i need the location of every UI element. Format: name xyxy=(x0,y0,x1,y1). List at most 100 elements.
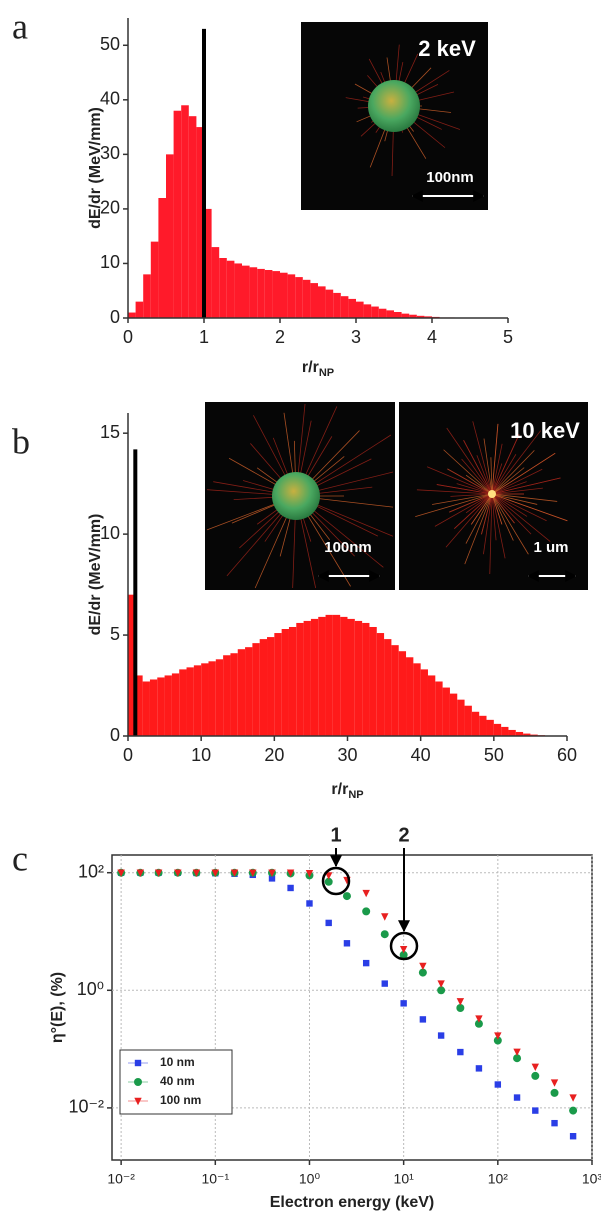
x-tick-label: 1 xyxy=(199,327,209,347)
inset-label: 2 keV xyxy=(418,36,476,61)
bar xyxy=(230,653,238,736)
point xyxy=(569,1133,577,1140)
bar xyxy=(245,647,253,736)
inset-ray xyxy=(491,452,556,495)
inset-ray xyxy=(483,493,493,555)
bar xyxy=(340,296,349,318)
bar xyxy=(188,116,197,318)
bar xyxy=(234,263,242,318)
hotspot xyxy=(488,490,496,498)
bar xyxy=(158,198,166,318)
point xyxy=(418,968,427,977)
bar xyxy=(264,270,273,318)
bar xyxy=(242,265,250,318)
y-axis-label: η°(E), (%) xyxy=(49,972,66,1043)
bar xyxy=(296,622,304,736)
bar xyxy=(186,667,194,736)
point xyxy=(419,962,427,971)
bar xyxy=(204,208,212,318)
y-tick-label: 10 xyxy=(100,523,120,543)
bar xyxy=(193,665,202,736)
bar xyxy=(142,681,150,736)
y-tick-label: 10⁻² xyxy=(68,1097,104,1117)
point xyxy=(286,869,295,877)
point xyxy=(493,1036,502,1045)
bar xyxy=(325,289,334,318)
bar xyxy=(486,719,494,736)
inset-ray xyxy=(491,468,543,495)
point xyxy=(362,907,371,916)
inset-ray xyxy=(449,493,493,513)
x-tick-label: 50 xyxy=(484,745,504,765)
x-tick-label: 3 xyxy=(351,327,361,347)
point xyxy=(550,1079,559,1087)
x-axis-label: r/rNP xyxy=(302,359,334,379)
y-tick-label: 40 xyxy=(100,89,120,109)
bar xyxy=(211,247,220,318)
bar xyxy=(363,304,372,318)
bar xyxy=(303,620,311,736)
bar xyxy=(416,315,425,318)
y-tick-label: 50 xyxy=(100,34,120,54)
inset-ray xyxy=(491,463,503,495)
x-tick-label: 10¹ xyxy=(394,1171,415,1187)
inset-ray xyxy=(491,481,527,495)
plot-frame xyxy=(111,854,593,1161)
point xyxy=(249,869,257,877)
bar xyxy=(219,258,227,318)
bar xyxy=(252,643,260,736)
inset-ray xyxy=(491,443,503,495)
bar xyxy=(280,272,288,318)
bar xyxy=(435,681,443,736)
bar xyxy=(515,731,524,736)
point xyxy=(362,889,370,898)
point xyxy=(399,946,408,954)
inset-ray xyxy=(434,493,493,527)
inset-ray xyxy=(491,434,520,495)
bar xyxy=(288,626,297,736)
inset-label: 10 keV xyxy=(510,418,580,443)
inset-ray xyxy=(432,493,493,505)
x-tick-label: 10⁻¹ xyxy=(201,1171,229,1187)
y-tick-label: 0 xyxy=(110,725,120,745)
y-tick-label: 0 xyxy=(110,307,120,327)
inset-ray xyxy=(456,483,493,495)
bar xyxy=(378,308,387,318)
bar xyxy=(386,310,394,318)
point xyxy=(362,959,370,967)
x-axis-label-main: r/r xyxy=(302,359,319,376)
bar xyxy=(274,633,282,736)
bar xyxy=(164,675,172,736)
inset-ray xyxy=(454,493,493,529)
nanoparticle xyxy=(368,80,420,132)
inset-ray xyxy=(491,493,506,559)
point xyxy=(174,869,182,877)
bar xyxy=(257,268,265,318)
x-tick-label: 20 xyxy=(264,745,284,765)
inset-ray xyxy=(491,450,535,495)
bar xyxy=(259,639,268,736)
inset-ray xyxy=(491,487,543,495)
inset-ray xyxy=(481,493,493,535)
x-axis-label-main: r/r xyxy=(331,781,348,798)
bar xyxy=(427,675,436,736)
bar xyxy=(226,260,235,318)
inset-ray xyxy=(443,449,493,495)
x-tick-label: 5 xyxy=(503,327,513,347)
bar xyxy=(310,283,318,318)
x-axis-label-sub: NP xyxy=(319,367,334,379)
inset-ray xyxy=(447,468,493,495)
bar xyxy=(376,633,385,736)
point xyxy=(343,940,351,947)
bar xyxy=(318,286,326,318)
panel-label: a xyxy=(12,6,28,46)
inset-ray xyxy=(491,493,528,517)
bar xyxy=(420,669,428,736)
y-tick-label: 15 xyxy=(100,422,120,442)
bar xyxy=(398,651,407,736)
inset-ray xyxy=(491,493,503,525)
bar xyxy=(340,616,348,736)
annotation: 1 xyxy=(330,824,341,846)
bar xyxy=(150,241,159,318)
point xyxy=(134,1097,142,1106)
